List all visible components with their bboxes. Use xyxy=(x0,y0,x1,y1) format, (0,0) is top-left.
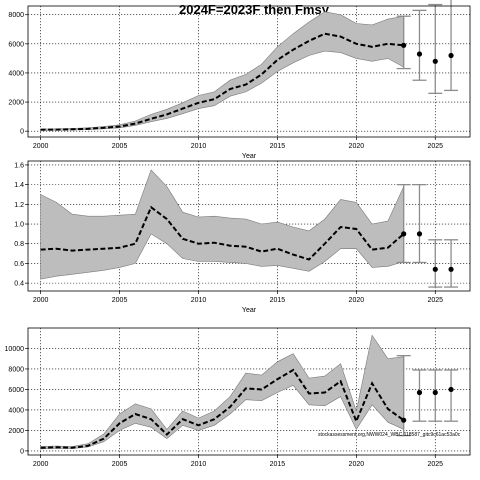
x-tick-label: 2010 xyxy=(191,461,207,468)
plot-frame xyxy=(27,160,471,292)
projection-point xyxy=(416,231,423,237)
x-tick-label: 2015 xyxy=(270,143,286,150)
y-tick-label: 0.6 xyxy=(14,261,24,268)
projection-point xyxy=(432,58,438,64)
projection-point xyxy=(448,386,454,393)
x-tick-label: 2020 xyxy=(349,143,365,150)
panel-fishing-mortality: 2000 2005 2010 2015 2020 2025 0.4 0.6 0.8 1.0 1.2 1… xyxy=(14,160,471,314)
x-tick-label: 2005 xyxy=(112,461,128,468)
x-tick-label: 2005 xyxy=(112,143,128,150)
y-tick-label: 1.0 xyxy=(14,222,24,229)
x-axis-label: Year xyxy=(242,153,257,160)
projection-point xyxy=(401,42,407,48)
y-tick-label: 2000 xyxy=(8,100,24,107)
x-tick-label: 2010 xyxy=(191,297,207,304)
plot-frame xyxy=(27,5,471,138)
y-tick-label: 0 xyxy=(20,448,24,455)
x-tick-label: 2015 xyxy=(270,461,286,468)
projection-point xyxy=(448,52,454,59)
plot-frame xyxy=(27,327,471,456)
y-tick-label: 4000 xyxy=(8,407,24,414)
y-tick-label: 10000 xyxy=(5,346,25,353)
projection-point xyxy=(416,389,423,396)
projection-point xyxy=(448,266,454,272)
y-tick-label: 8000 xyxy=(8,366,24,373)
x-tick-label: 2010 xyxy=(191,143,207,150)
x-tick-label: 2025 xyxy=(427,297,443,304)
y-tick-label: 6000 xyxy=(8,387,24,394)
confidence-band xyxy=(40,11,404,131)
x-tick-label: 2025 xyxy=(427,143,443,150)
y-tick-label: 1.4 xyxy=(14,182,24,189)
x-tick-label: 2000 xyxy=(33,297,49,304)
x-tick-label: 2020 xyxy=(349,297,365,304)
run-annotation: stockassessment.org,NWW024_WBC,118587_gi… xyxy=(318,432,461,438)
panel-recruitment: 2000 2005 2010 2015 2020 2025 0 2000 4000 6000 800… xyxy=(5,327,471,468)
x-tick-label: 2020 xyxy=(349,461,365,468)
panel-ssb: 2000 2005 2010 2015 2020 2025 0 2000 4000 6000 800… xyxy=(8,0,471,160)
projection-point xyxy=(401,417,407,423)
y-tick-label: 0.8 xyxy=(14,241,24,248)
y-tick-label: 1.6 xyxy=(14,162,24,169)
x-axis-label: Year xyxy=(242,307,257,314)
median-estimate-line xyxy=(40,205,405,261)
projection-point xyxy=(401,231,407,237)
y-tick-label: 0.4 xyxy=(14,281,24,288)
y-tick-label: 6000 xyxy=(8,41,24,48)
y-tick-label: 1.2 xyxy=(14,202,24,209)
x-tick-label: 2000 xyxy=(33,461,49,468)
x-tick-label: 2015 xyxy=(270,297,286,304)
x-tick-label: 2025 xyxy=(427,461,443,468)
y-tick-label: 4000 xyxy=(8,70,24,77)
x-tick-label: 2005 xyxy=(112,297,128,304)
projection-point xyxy=(432,266,438,272)
y-tick-label: 2000 xyxy=(8,428,24,435)
y-tick-label: 0 xyxy=(20,129,24,136)
x-tick-label: 2000 xyxy=(33,143,49,150)
confidence-band xyxy=(40,169,404,280)
y-tick-label: 8000 xyxy=(8,12,24,19)
median-estimate-line xyxy=(40,32,404,131)
median-estimate-line xyxy=(40,368,405,449)
projection-point xyxy=(416,51,423,57)
projection-point xyxy=(432,389,438,396)
